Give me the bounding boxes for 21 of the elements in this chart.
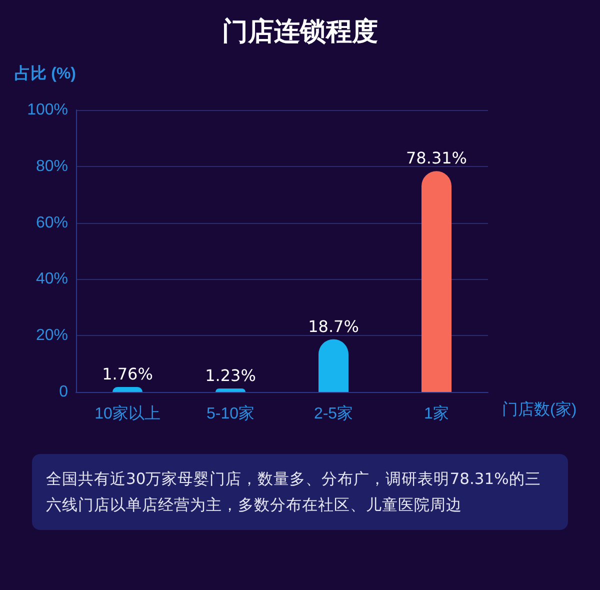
data-label: 1.23% [205, 366, 256, 386]
data-label: 78.31% [406, 148, 468, 168]
x-tick-label: 5-10家 [206, 404, 255, 422]
y-tick-label: 20% [36, 327, 68, 344]
text: 全国共有近30万家母婴门店，数量多、分布广，调研表明78.31%的三六线门店以单店经营为主，多数分布在社区、儿童医院周边 [32, 454, 568, 530]
x-tick-label: 2-5家 [314, 404, 354, 422]
y-tick-label: 80% [36, 158, 68, 175]
y-tick-label: 0 [59, 384, 68, 400]
x-axis-title: 门店数(家) [502, 400, 577, 418]
chart-title: 门店连锁程度 [222, 17, 378, 47]
data-label: 1.76% [102, 364, 153, 384]
data-label: 18.7% [308, 316, 359, 336]
x-tick-label: 1家 [424, 404, 449, 422]
y-tick-label: 60% [36, 214, 68, 232]
y-axis-title: 占比 (%) [14, 64, 76, 82]
bar [318, 339, 348, 392]
bar [422, 171, 452, 392]
x-tick-label: 10家以上 [94, 404, 160, 422]
bar [216, 388, 246, 392]
y-tick-label: 40% [36, 270, 68, 288]
y-tick-label: 100% [27, 102, 68, 118]
